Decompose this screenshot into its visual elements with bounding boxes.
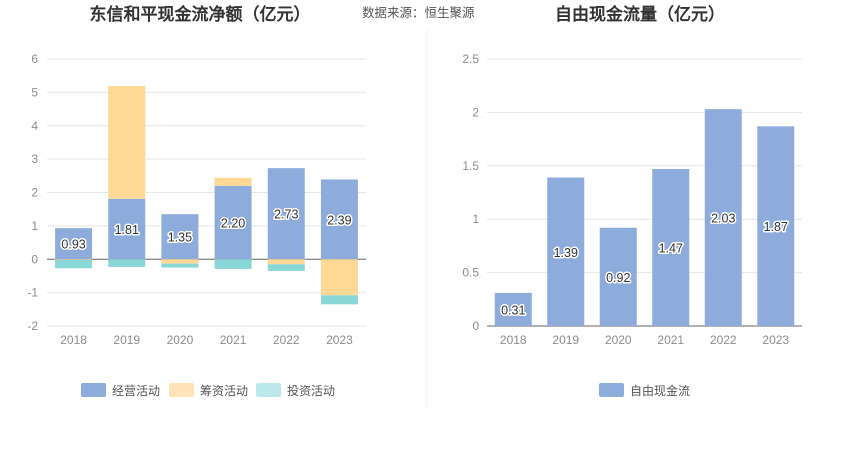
left-legend-swatch [169,383,194,397]
data-source: 数据来源：恒生聚源 [362,5,475,20]
right-bar-2018 [494,292,532,326]
left-bar-data-label: 0.93 [61,238,85,252]
right-x-tick-label: 2022 [710,333,737,347]
right-bar-2019 [547,177,585,326]
left-bar-筹资活动-2020 [161,259,199,264]
left-x-tick-label: 2022 [273,333,300,347]
left-x-tick-label: 2018 [60,333,87,347]
left-bar-筹资活动-2018 [55,259,93,260]
right-x-tick-label: 2018 [500,333,527,347]
right-x-tick-label: 2021 [657,333,684,347]
left-bar-data-label: 1.81 [115,223,139,237]
right-bar-data-label: 0.92 [606,271,630,285]
left-chart: 6 5 4 3 2 1 0 -1 -2 0.93 2018 1.81 2019 1.35 2020 2.20 2… [27,52,366,398]
left-x-tick-label: 2020 [167,333,194,347]
left-bar-投资活动-2022 [267,264,305,271]
left-legend-label: 筹资活动 [200,384,248,398]
left-bar-筹资活动-2022 [267,259,305,265]
right-chart: 2.5 2 1.5 1 0.5 0 0.31 2018 1.39 2019 0.92 2020 1.47… [462,52,802,398]
right-y-tick-label: 0 [472,319,479,333]
left-bar-投资活动-2020 [161,263,199,268]
left-y-tick-label: 5 [31,85,38,99]
right-y-tick-label: 1 [472,212,479,226]
left-bar-data-label: 2.39 [327,213,351,227]
left-y-tick-label: -1 [27,286,38,300]
right-chart-title: 自由现金流量（亿元） [555,4,725,25]
right-x-tick-label: 2023 [762,333,789,347]
right-legend-swatch [599,383,624,397]
left-y-tick-label: 1 [31,219,38,233]
left-bar-经营活动-2023 [320,179,358,260]
left-legend-swatch [81,383,106,397]
left-bar-经营活动-2022 [267,168,305,260]
left-y-tick-label: -2 [27,319,38,333]
right-y-tick-label: 2 [472,105,479,119]
right-y-tick-label: 1.5 [462,159,479,173]
right-legend-label: 自由现金流 [630,383,690,398]
left-legend-label: 投资活动 [287,383,335,398]
left-y-tick-label: 0 [31,252,38,266]
left-bar-data-label: 1.35 [168,231,192,245]
left-x-tick-label: 2019 [113,333,140,347]
left-bar-投资活动-2018 [55,259,93,269]
left-y-tick-label: 2 [31,186,38,200]
left-chart-title: 东信和平现金流净额（亿元） [90,4,311,25]
left-bar-经营活动-2020 [161,214,199,260]
left-bar-data-label: 2.20 [221,217,245,231]
right-y-tick-label: 0.5 [462,266,479,280]
right-bar-2023 [757,126,795,326]
left-y-tick-label: 4 [31,119,38,133]
left-bar-data-label: 2.73 [274,208,298,222]
left-x-tick-label: 2021 [220,333,247,347]
left-bar-筹资活动-2023 [320,259,358,296]
right-bar-2020 [599,227,637,326]
right-bar-data-label: 2.03 [711,212,735,226]
left-bar-筹资活动-2021 [214,177,252,186]
right-bar-data-label: 1.47 [659,242,683,256]
left-bar-投资活动-2019 [108,259,146,267]
right-bar-2022 [704,109,742,326]
left-bar-经营活动-2021 [214,185,252,260]
left-bar-经营活动-2019 [108,198,146,260]
right-x-tick-label: 2020 [605,333,632,347]
left-y-tick-label: 6 [31,52,38,66]
left-y-tick-label: 3 [31,152,38,166]
right-bar-data-label: 1.87 [764,220,788,234]
left-bar-筹资活动-2019 [108,86,146,199]
right-y-tick-label: 2.5 [462,52,479,66]
left-legend-swatch [256,383,281,397]
right-bar-data-label: 1.39 [554,246,578,260]
right-bar-2021 [652,169,690,326]
left-bar-经营活动-2018 [55,228,93,260]
right-bar-data-label: 0.31 [501,303,525,317]
left-bar-投资活动-2023 [320,295,358,305]
left-x-tick-label: 2023 [326,333,353,347]
left-legend-label: 经营活动 [112,384,160,398]
right-x-tick-label: 2019 [552,333,579,347]
left-bar-投资活动-2021 [214,259,252,269]
